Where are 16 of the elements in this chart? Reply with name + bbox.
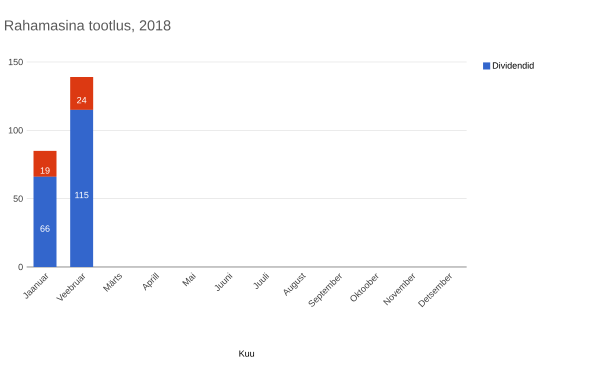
bar — [70, 110, 94, 267]
y-tick-label: 150 — [8, 58, 23, 66]
y-tick-label: 100 — [8, 127, 23, 134]
legend-label: Dividendid — [492, 62, 534, 69]
bar — [34, 176, 57, 267]
x-axis-title: Kuu — [239, 350, 254, 357]
data-label: 19 — [40, 167, 50, 174]
chart-title: Rahamasina tootlus, 2018 — [4, 20, 170, 32]
data-label: 24 — [77, 96, 86, 104]
y-tick-label: 0 — [18, 264, 23, 270]
x-tick-label: Mai — [182, 272, 196, 286]
y-tick-label: 50 — [13, 195, 23, 202]
bar — [34, 150, 57, 177]
data-label: 66 — [40, 225, 50, 232]
bar — [70, 77, 94, 110]
data-label: 115 — [75, 192, 88, 198]
